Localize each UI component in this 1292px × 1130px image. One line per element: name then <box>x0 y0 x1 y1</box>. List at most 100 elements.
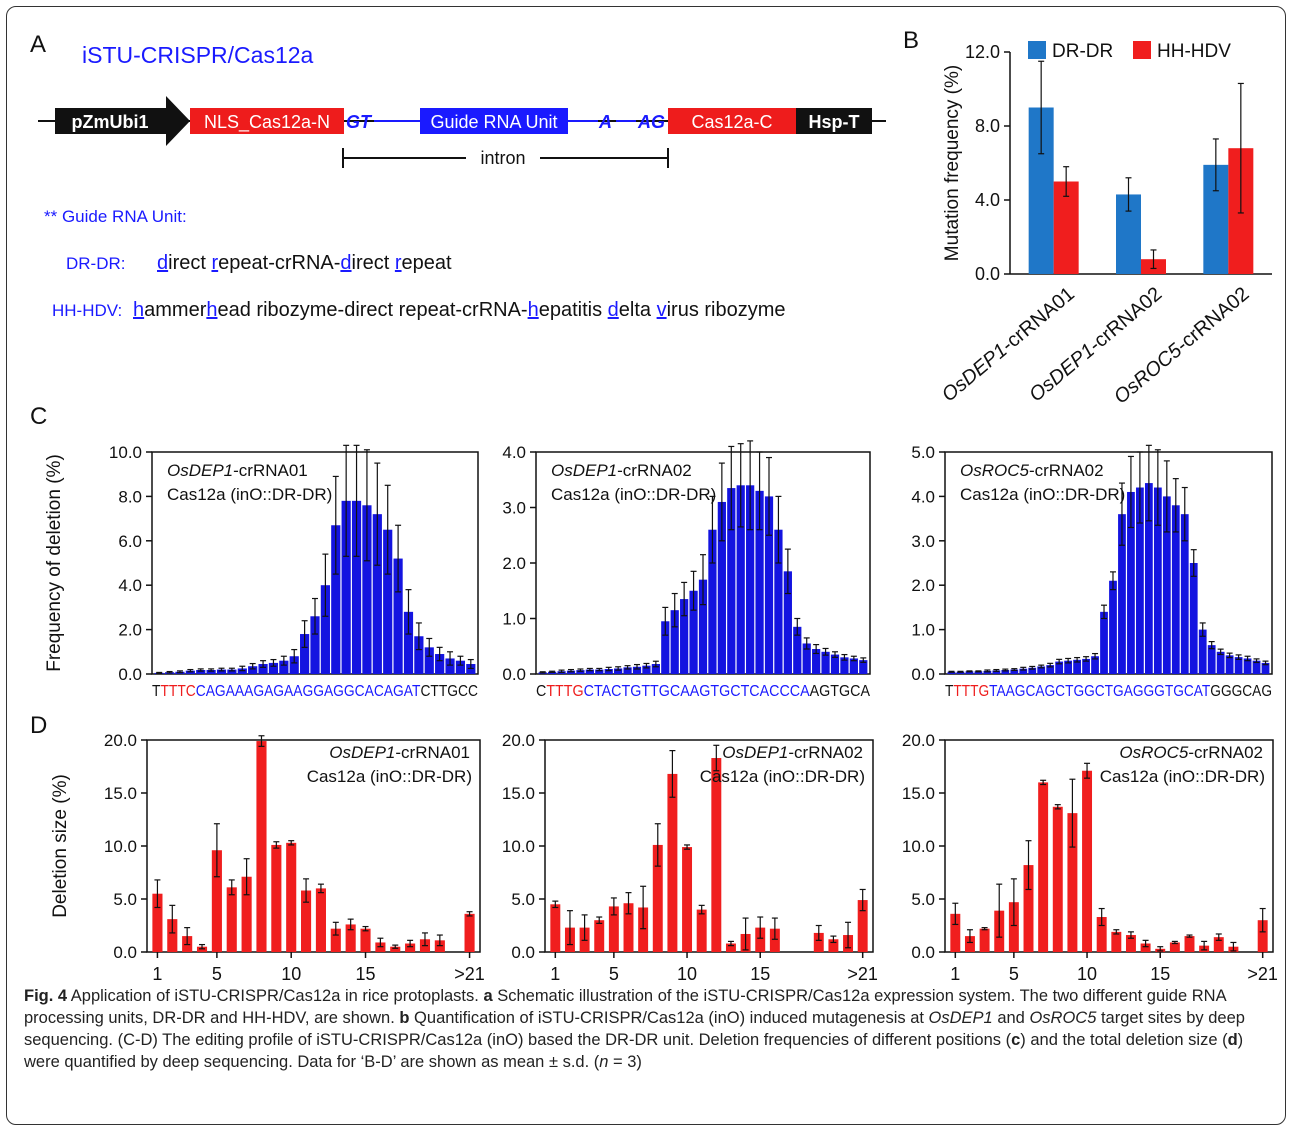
chart-c2-bar-13 <box>661 621 670 674</box>
chart-c1-annotation: OsDEP1-crRNA01 <box>167 461 308 480</box>
chart-d3-ytick-label-4: 20.0 <box>902 731 935 750</box>
construct-schematic: iSTU-CRISPR/Cas12a pZmUbi1 NLS_Cas12a-N … <box>38 42 886 321</box>
chart-b-ylabel: Mutation frequency (%) <box>942 65 963 261</box>
chart-d2-ytick-label-2: 10.0 <box>502 837 535 856</box>
chart-c3-ytick-label-2: 2.0 <box>911 576 935 595</box>
caption-fig-label: Fig. 4 <box>24 987 68 1005</box>
chart-c2-bar-22 <box>746 485 755 674</box>
chart-c1-sequence: TTTTCCAGAAAGAGAAGGAGGCACAGATCTTGCC <box>152 683 478 700</box>
chart-c1-bar-25 <box>414 636 424 674</box>
chart-c3-bar-29 <box>1207 645 1216 674</box>
chart-d3-ytick-label-3: 15.0 <box>902 784 935 803</box>
chart-d3-annotation-gene: OsROC5 <box>1119 743 1189 762</box>
chart-c1-bar-27 <box>435 654 445 674</box>
chart-c3-sequence-part-3: GGGCAG <box>1210 683 1272 700</box>
caption-n: n <box>599 1053 609 1071</box>
chart-d1-bar-0 <box>152 893 163 952</box>
chart-d1-bar-14 <box>360 928 371 952</box>
chart-c3-bar-31 <box>1225 655 1234 674</box>
chart-d2: 0.05.010.015.020.01 5 10 15 >21OsDEP1-crRNA0… <box>502 731 878 984</box>
chart-d1-annotation-crrna: -crRNA01 <box>395 743 470 762</box>
chart-c2-sequence: CTTTGCTACTGTTGCAAGTGCTCACCCAAGTGCA <box>536 683 871 700</box>
chart-c3-ytick-label-5: 5.0 <box>911 443 935 462</box>
nls-cas12a-n-block <box>190 108 344 134</box>
chart-c3-bar-28 <box>1198 629 1207 674</box>
chart-c1-ytick-label-0: 0.0 <box>118 665 142 684</box>
chart-d3-ytick-label-0: 0.0 <box>911 943 935 962</box>
chart-d1-bar-8 <box>271 844 282 952</box>
chart-d1-bar-7 <box>256 741 267 952</box>
chart-d1-xtick-label-1: 5 <box>212 964 222 984</box>
cas12a-c-label: Cas12a-C <box>691 112 772 132</box>
chart-c3-bar-30 <box>1216 651 1225 674</box>
chart-c3-bar-2 <box>965 671 974 674</box>
chart-c1-bar-20 <box>362 505 372 674</box>
chart-d1-ytick-label-1: 5.0 <box>113 890 137 909</box>
chart-d2-bar-6 <box>638 907 649 952</box>
ag-splice-label: AG <box>637 112 665 132</box>
chart-c3-bar-11 <box>1046 665 1055 674</box>
hhhdv-word-9: irus ribozyme <box>667 299 786 321</box>
chart-c3-bar-5 <box>992 670 1001 674</box>
chart-c3-annotation-crrna: -crRNA02 <box>1029 461 1104 480</box>
chart-c1-bar-19 <box>351 500 362 674</box>
drdr-label: DR-DR: <box>66 254 126 273</box>
chart-c3-ytick-label-4: 4.0 <box>911 487 935 506</box>
chart-c3-bar-17 <box>1100 611 1108 674</box>
chart-c3-sequence-part-2: TAAGCAGCTGGCTGAGGGTGCAT <box>989 683 1211 700</box>
chart-c1-bar-11 <box>268 662 279 674</box>
chart-c2-bar-6 <box>595 669 604 674</box>
chart-c2-bar-27 <box>793 626 802 674</box>
drdr-word-0: d <box>157 252 168 274</box>
chart-d2-bar-5 <box>623 903 634 952</box>
chart-c1-bar-26 <box>424 647 434 674</box>
chart-c3-plot-frame <box>944 451 1273 675</box>
chart-b-xtick-gene-2: OsROC5 <box>1110 339 1187 409</box>
chart-c3-bar-27 <box>1189 563 1198 674</box>
chart-c3-ytick-label-3: 3.0 <box>911 532 935 551</box>
chart-d1-ytick-label-4: 20.0 <box>104 731 137 750</box>
chart-c1-annotation-system: Cas12a (inO::DR-DR) <box>167 485 332 504</box>
chart-b-legend-label-0: DR-DR <box>1052 41 1113 62</box>
chart-d2-annotation: OsDEP1-crRNA02 <box>722 743 863 762</box>
chart-c2-bar-21 <box>736 485 745 674</box>
chart-d2-bar-14 <box>755 927 766 952</box>
chart-d2-ytick-label-1: 5.0 <box>511 890 535 909</box>
chart-d2-annotation-system: Cas12a (inO::DR-DR) <box>700 767 865 786</box>
chart-c2-ytick-label-4: 4.0 <box>502 443 526 462</box>
chart-b-xtick-rest-0: -crRNA01 <box>997 283 1078 356</box>
hhhdv-word-1: ammer <box>144 299 207 321</box>
chart-d1-xtick-label-0: 1 <box>152 964 162 984</box>
cas12a-c-block <box>668 108 796 134</box>
chart-d2-xtick-label-0: 1 <box>550 964 560 984</box>
caption-part-1: Application of iSTU-CRISPR/Cas12a in ric… <box>67 987 484 1005</box>
chart-c2-annotation: OsDEP1-crRNA02 <box>551 461 692 480</box>
caption-part-8: = 3) <box>608 1053 642 1071</box>
chart-c3-bar-9 <box>1028 667 1037 674</box>
chart-d3-annotation-crrna: -crRNA02 <box>1188 743 1263 762</box>
chart-c2-ytick-label-0: 0.0 <box>502 665 526 684</box>
chart-d1-bar-13 <box>345 924 356 952</box>
chart-c1: 0.0 2.0 4.0 6.0 8.0 10.0 OsDEP1-crRNA01 Cas12a … <box>44 443 479 700</box>
chart-c3-bar-16 <box>1091 656 1099 674</box>
chart-d3-annotation: OsROC5-crRNA02 <box>1119 743 1263 762</box>
chart-c2-sequence-part-2: CTACTGTTGCAAGTGCTCACCCA <box>584 683 811 700</box>
chart-d3-bar-8 <box>1067 813 1078 952</box>
chart-d1-bar-21 <box>464 913 475 952</box>
chart-c2-ytick-label-1: 1.0 <box>502 610 526 629</box>
chart-c1-annotation-gene: OsDEP1 <box>167 461 233 480</box>
chart-d3-bar-4 <box>1008 902 1019 952</box>
chart-d2-bar-4 <box>608 906 619 952</box>
chart-d3-ytick-label-2: 10.0 <box>902 837 935 856</box>
hhhdv-word-8: v <box>657 299 667 321</box>
chart-c2-bar-30 <box>821 651 830 674</box>
chart-c2: 0.0 1.0 2.0 3.0 4.0 OsDEP1-crRNA02 Cas12a (inO… <box>502 440 871 700</box>
chart-d2-bar-19 <box>828 939 839 952</box>
chart-d3-bar-18 <box>1213 937 1224 952</box>
chart-c1-bar-7 <box>227 669 237 674</box>
hhhdv-word-3: ead ribozyme-direct repeat-crRNA- <box>217 299 527 321</box>
chart-c3-bar-23 <box>1153 487 1162 674</box>
hhhdv-description: hammerhead ribozyme-direct repeat-crRNA-… <box>133 299 786 321</box>
chart-d3-xtick-label-4: >21 <box>1247 964 1278 984</box>
chart-d2-bar-11 <box>711 758 722 952</box>
